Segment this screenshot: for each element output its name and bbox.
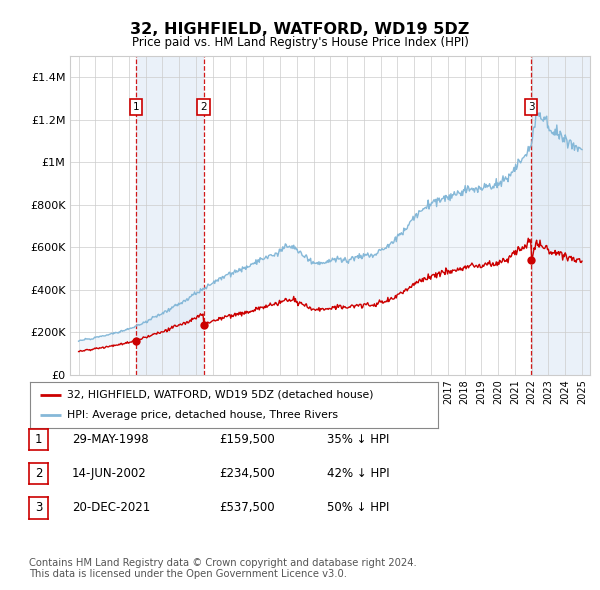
Bar <box>136 56 203 375</box>
Text: 1: 1 <box>35 433 42 446</box>
Text: 32, HIGHFIELD, WATFORD, WD19 5DZ (detached house): 32, HIGHFIELD, WATFORD, WD19 5DZ (detach… <box>67 389 373 399</box>
Text: Contains HM Land Registry data © Crown copyright and database right 2024.
This d: Contains HM Land Registry data © Crown c… <box>29 558 416 579</box>
Text: 2: 2 <box>200 102 207 112</box>
Text: 14-JUN-2002: 14-JUN-2002 <box>72 467 147 480</box>
Text: 50% ↓ HPI: 50% ↓ HPI <box>327 502 389 514</box>
Bar <box>531 56 590 375</box>
Text: 3: 3 <box>528 102 535 112</box>
Text: £234,500: £234,500 <box>219 467 275 480</box>
Text: 20-DEC-2021: 20-DEC-2021 <box>72 502 150 514</box>
Text: 2: 2 <box>35 467 42 480</box>
Text: HPI: Average price, detached house, Three Rivers: HPI: Average price, detached house, Thre… <box>67 411 338 421</box>
Text: Price paid vs. HM Land Registry's House Price Index (HPI): Price paid vs. HM Land Registry's House … <box>131 36 469 49</box>
Text: 35% ↓ HPI: 35% ↓ HPI <box>327 433 389 446</box>
Text: 42% ↓ HPI: 42% ↓ HPI <box>327 467 389 480</box>
Text: 32, HIGHFIELD, WATFORD, WD19 5DZ: 32, HIGHFIELD, WATFORD, WD19 5DZ <box>130 22 470 37</box>
Text: 1: 1 <box>133 102 139 112</box>
Text: 29-MAY-1998: 29-MAY-1998 <box>72 433 149 446</box>
Text: 3: 3 <box>35 502 42 514</box>
Text: £537,500: £537,500 <box>219 502 275 514</box>
Text: £159,500: £159,500 <box>219 433 275 446</box>
